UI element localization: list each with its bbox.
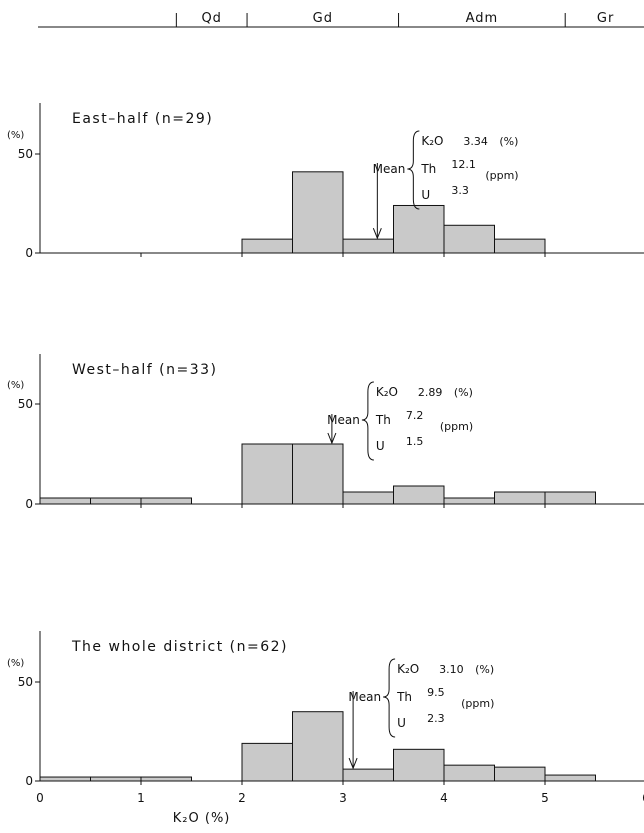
mean-brace xyxy=(383,658,396,738)
x-tick-label-5: 5 xyxy=(541,791,549,805)
mean-brace xyxy=(407,130,420,210)
histogram-panel-1: East–half (n=29) (%) 50 0 Mean K₂O 3.34 (%) Th 12… xyxy=(7,103,644,260)
histogram-bar xyxy=(90,776,142,782)
y-tick-label-0: 0 xyxy=(25,246,33,260)
histogram-bar xyxy=(393,748,445,782)
histogram-bar xyxy=(140,497,192,505)
histogram-bar xyxy=(443,497,495,505)
histogram-panels: East–half (n=29) (%) 50 0 Mean K₂O 3.34 (%) Th 12… xyxy=(7,103,644,788)
histogram-bar xyxy=(443,224,495,254)
mean-element-name: Th xyxy=(396,690,412,704)
rock-type-scale: Qd Gd Adm Gr xyxy=(38,11,644,28)
histogram-bar xyxy=(342,768,394,782)
mean-element-value: 7.2 xyxy=(406,409,424,422)
mean-brace xyxy=(361,381,374,461)
mean-element-value: 9.5 xyxy=(427,686,445,699)
x-tick-label-6: 6 xyxy=(642,791,644,805)
mean-element-unit: (ppm) xyxy=(440,420,473,433)
mean-label: Mean xyxy=(348,690,381,704)
mean-element-unit: (%) xyxy=(499,135,518,148)
y-unit-label: (%) xyxy=(7,658,24,669)
histogram-bar xyxy=(393,204,445,254)
histogram-bar xyxy=(90,497,142,505)
histogram-bar xyxy=(393,485,445,505)
mean-element-unit: (ppm) xyxy=(461,697,494,710)
mean-element-unit: (ppm) xyxy=(485,169,518,182)
histogram-bar xyxy=(342,491,394,505)
panel-title: The whole district (n=62) xyxy=(71,639,288,655)
histogram-bar xyxy=(241,238,293,254)
histogram-bar xyxy=(342,238,394,254)
histogram-bar xyxy=(241,443,293,505)
mean-element-unit: (%) xyxy=(475,663,494,676)
histogram-bar xyxy=(241,742,293,782)
rock-label-gd: Gd xyxy=(313,11,333,26)
y-tick-label-50: 50 xyxy=(18,675,33,689)
mean-element-value: 2.3 xyxy=(427,712,445,725)
histogram-bar xyxy=(140,776,192,782)
x-axis: 0 1 2 3 4 5 6 K₂O (%) xyxy=(36,791,644,826)
mean-arrow-head xyxy=(372,227,382,240)
mean-element-value: 3.3 xyxy=(451,184,469,197)
histogram-bar xyxy=(39,776,91,782)
mean-arrow-head xyxy=(327,432,337,445)
y-unit-label: (%) xyxy=(7,380,24,391)
y-tick-label-50: 50 xyxy=(18,147,33,161)
mean-element-value: 3.34 xyxy=(463,135,488,148)
histogram-bar xyxy=(443,764,495,782)
y-unit-label: (%) xyxy=(7,130,24,141)
mean-element-name: U xyxy=(376,439,385,453)
histogram-bar xyxy=(544,774,596,782)
histogram-bar xyxy=(494,766,546,782)
mean-element-name: K₂O xyxy=(421,134,443,148)
x-tick-label-4: 4 xyxy=(440,791,448,805)
histogram-panel-2: West–half (n=33) (%) 50 0 Mean K₂O 2.89 (%) Th 7.… xyxy=(7,354,644,511)
histogram-bar xyxy=(292,711,344,782)
histogram-bar xyxy=(544,491,596,505)
mean-element-value: 3.10 xyxy=(439,663,464,676)
mean-element-value: 1.5 xyxy=(406,435,424,448)
mean-label: Mean xyxy=(327,413,360,427)
rock-label-adm: Adm xyxy=(466,11,499,26)
mean-element-name: K₂O xyxy=(397,662,419,676)
mean-element-name: Th xyxy=(375,413,391,427)
panel-title: East–half (n=29) xyxy=(72,111,213,127)
mean-element-unit: (%) xyxy=(454,386,473,399)
mean-element-name: K₂O xyxy=(376,385,398,399)
histogram-panel-3: The whole district (n=62) (%) 50 0 Mean K₂O 3.… xyxy=(7,631,644,788)
y-tick-label-0: 0 xyxy=(25,774,33,788)
mean-label: Mean xyxy=(373,162,406,176)
mean-element-value: 12.1 xyxy=(451,158,476,171)
mean-element-name: Th xyxy=(420,162,436,176)
x-tick-label-1: 1 xyxy=(137,791,145,805)
x-axis-title: K₂O (%) xyxy=(173,811,231,826)
x-tick-label-2: 2 xyxy=(238,791,246,805)
mean-element-name: U xyxy=(421,188,430,202)
histogram-bar xyxy=(494,238,546,254)
mean-element-value: 2.89 xyxy=(418,386,443,399)
x-tick-label-0: 0 xyxy=(36,791,44,805)
y-tick-label-50: 50 xyxy=(18,397,33,411)
histogram-bar xyxy=(292,171,344,254)
mean-element-name: U xyxy=(397,716,406,730)
rock-label-gr: Gr xyxy=(597,11,614,26)
mean-arrow-head xyxy=(348,757,358,770)
rock-label-qd: Qd xyxy=(201,11,221,26)
histogram-bar xyxy=(292,443,344,505)
y-tick-label-0: 0 xyxy=(25,497,33,511)
histogram-bar xyxy=(39,497,91,505)
panel-title: West–half (n=33) xyxy=(72,362,217,378)
x-tick-label-3: 3 xyxy=(339,791,347,805)
histogram-bar xyxy=(494,491,546,505)
